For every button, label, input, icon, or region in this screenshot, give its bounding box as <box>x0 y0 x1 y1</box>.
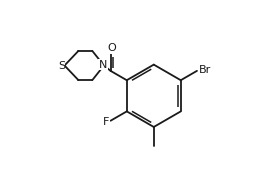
Text: N: N <box>99 60 107 70</box>
Text: Br: Br <box>199 65 211 75</box>
Text: F: F <box>103 117 109 127</box>
Text: O: O <box>107 43 116 53</box>
Text: S: S <box>58 61 65 71</box>
